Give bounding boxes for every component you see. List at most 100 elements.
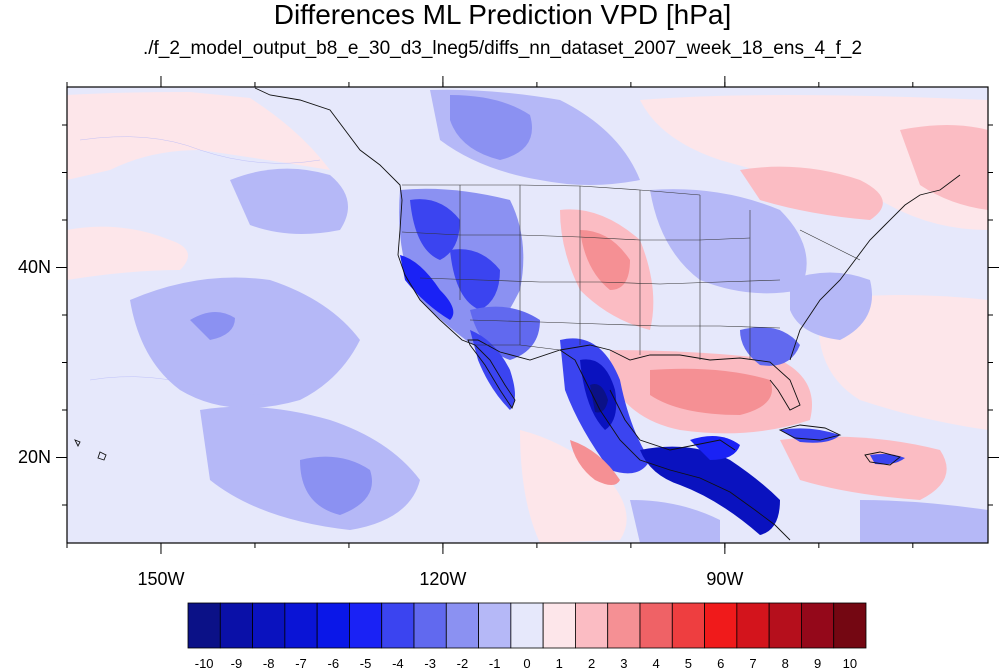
colorbar-box: [736, 602, 770, 649]
colorbar-label: 5: [684, 656, 693, 671]
contour: [89, 376, 311, 395]
colorbar-box: [219, 602, 253, 649]
coastline: [559, 344, 801, 411]
colorbar-box: [445, 602, 479, 649]
atlantic-positive-anomaly: [640, 95, 988, 230]
colorbar-label: 7: [749, 656, 757, 671]
colorbar-box: [542, 602, 576, 649]
southwest-negative-anomaly: [470, 306, 540, 360]
colorbar-box: [510, 602, 544, 649]
border: [419, 277, 781, 285]
mexico-negative-anomaly: [590, 384, 608, 413]
colorbar: [187, 602, 867, 649]
axis-ticks: [56, 76, 999, 554]
colorbar-label: -9: [230, 656, 243, 671]
state-borders: [401, 184, 861, 360]
map-subtitle: ./f_2_model_output_b8_e_30_d3_lneg5/diff…: [142, 38, 863, 59]
caribbean-negative-anomaly: [870, 454, 905, 465]
baja-negative-anomaly: [470, 330, 515, 410]
lon-tick-label: 150W: [137, 569, 185, 589]
colorbar-box: [187, 602, 221, 649]
coastline: [864, 451, 901, 466]
lat-tick-label: 40N: [18, 256, 52, 277]
colorbar-box: [575, 602, 609, 649]
colorbar-label: 1: [555, 656, 563, 671]
colorbar-label: 3: [620, 656, 628, 671]
western-us-negative-anomaly: [410, 199, 460, 260]
border: [475, 344, 561, 351]
pacific-negative-anomaly: [300, 456, 372, 515]
lon-tick-label: 120W: [419, 569, 467, 589]
coastline: [789, 174, 961, 361]
coastline: [609, 389, 736, 451]
mexico-coast-positive-anomaly: [570, 440, 620, 485]
contour-lines: [79, 136, 321, 395]
colorbar-label: 6: [717, 656, 725, 671]
border: [799, 229, 861, 261]
colorbar-box: [801, 602, 835, 649]
colorbar-box: [671, 602, 705, 649]
colorbar-label: -1: [488, 656, 501, 671]
eastern-us-negative-anomaly: [650, 189, 807, 294]
colorbar-label: -7: [295, 656, 307, 671]
contour: [79, 136, 321, 164]
colorbar-label: 10: [842, 656, 858, 671]
gulf-positive-anomaly: [650, 368, 772, 415]
colorbar-label: -5: [359, 656, 372, 671]
atlantic-negative-anomaly: [790, 272, 872, 340]
colorbar-label: 9: [813, 656, 822, 671]
colorbar-box: [768, 602, 802, 649]
coastline: [254, 87, 791, 541]
southeast-negative-anomaly: [740, 327, 800, 366]
pacific-positive-anomaly: [67, 92, 330, 180]
colorbar-box: [478, 602, 512, 649]
vpd-difference-field: [67, 87, 988, 543]
colorbar-label: -6: [327, 656, 340, 671]
canada-negative-anomaly: [450, 95, 532, 160]
colorbar-box: [607, 602, 641, 649]
colorbar-label: 4: [652, 656, 660, 671]
central-america-negative-anomaly: [640, 446, 780, 535]
coastlines: [74, 87, 961, 541]
colorbar-label: -2: [456, 656, 469, 671]
colorbar-box: [252, 602, 286, 649]
colorbar-label: 2: [587, 656, 596, 671]
border: [469, 319, 781, 329]
coastline: [97, 451, 107, 461]
pacific-negative-anomaly: [190, 311, 235, 340]
colorbar-box: [704, 602, 738, 649]
border: [459, 185, 751, 360]
colorbar-box: [833, 602, 867, 649]
colorbar-box: [349, 602, 383, 649]
colorbar-box: [413, 602, 447, 649]
colorbar-label: 0: [523, 656, 531, 671]
colorbar-box: [639, 602, 673, 649]
pacific-negative-anomaly: [860, 500, 988, 543]
california-negative-anomaly: [400, 255, 454, 320]
lon-tick-label: 90W: [706, 569, 744, 589]
central-america-negative-anomaly: [690, 436, 740, 460]
colorbar-box: [316, 602, 350, 649]
great-plains-positive-anomaly: [580, 230, 630, 290]
colorbar-label: -3: [424, 656, 436, 671]
coastline: [778, 424, 842, 441]
caribbean-positive-anomaly: [780, 436, 947, 500]
map-title: Differences ML Prediction VPD [hPa]: [273, 0, 732, 30]
atlantic-positive-anomaly: [900, 125, 988, 210]
pacific-positive-anomaly: [67, 226, 188, 280]
lat-tick-label: 20N: [18, 446, 52, 467]
pacific-negative-anomaly: [630, 500, 720, 543]
map-area: [66, 86, 989, 544]
colorbar-label: -4: [392, 656, 404, 671]
atlantic-positive-anomaly: [740, 166, 883, 220]
pacific-positive-anomaly: [520, 430, 627, 543]
pacific-negative-anomaly: [130, 277, 360, 408]
coastline: [74, 439, 81, 448]
colorbar-box: [284, 602, 318, 649]
colorbar-label: -10: [194, 656, 214, 671]
anomaly-blobs: [67, 89, 988, 543]
pacific-negative-anomaly: [230, 168, 348, 234]
colorbar-label: 8: [781, 656, 789, 671]
atlantic-positive-anomaly: [818, 295, 988, 430]
